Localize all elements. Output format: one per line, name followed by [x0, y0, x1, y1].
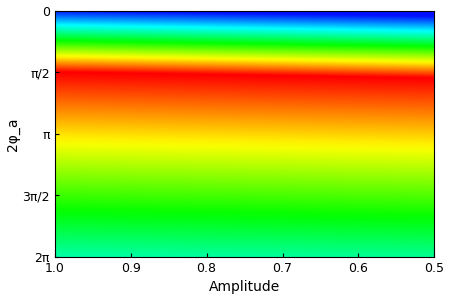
X-axis label: Amplitude: Amplitude	[209, 280, 280, 294]
Y-axis label: 2φ_a: 2φ_a	[5, 117, 19, 151]
